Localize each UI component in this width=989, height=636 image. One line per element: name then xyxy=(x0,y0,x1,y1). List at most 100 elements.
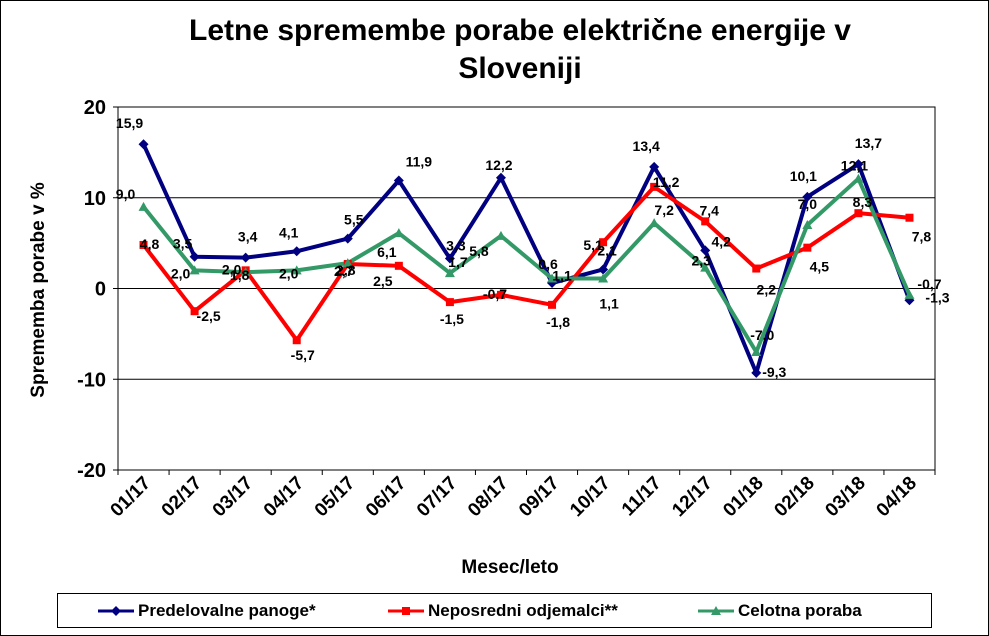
y-tick-label: 0 xyxy=(95,279,106,301)
data-label: 1,1 xyxy=(552,268,572,284)
legend-item-celotna: Celotna poraba xyxy=(698,594,862,627)
data-label: 1,8 xyxy=(230,267,250,283)
legend-item-neposredni: Neposredni odjemalci** xyxy=(388,594,618,627)
data-labels: 15,9 3,5 3,4 4,1 5,5 11,9 3,3 12,2 0,6 2,1 13,4 4,2… xyxy=(116,115,950,380)
x-tick-label: 06/17 xyxy=(362,473,410,521)
legend-marker-square-icon xyxy=(388,606,424,615)
data-label: -7,0 xyxy=(750,327,774,343)
x-tick-label: 02/18 xyxy=(770,473,818,521)
marker-diamond xyxy=(598,264,609,275)
data-label: -0,7 xyxy=(917,276,941,292)
data-label: -1,8 xyxy=(546,314,570,330)
data-label: 15,9 xyxy=(116,115,143,131)
marker-diamond xyxy=(444,253,455,264)
data-label: 2,3 xyxy=(691,253,711,269)
marker-triangle xyxy=(495,230,506,240)
data-label: -1,5 xyxy=(440,311,464,327)
legend: Predelovalne panoge* Neposredni odjemalc… xyxy=(57,593,932,628)
marker-square xyxy=(905,213,914,222)
data-label: 11,9 xyxy=(406,154,433,170)
data-label: -0,7 xyxy=(483,286,507,302)
data-label: 5,1 xyxy=(583,237,603,253)
series-line-2 xyxy=(141,184,910,343)
x-tick-label: 07/17 xyxy=(413,473,461,521)
marker-triangle xyxy=(649,218,660,228)
marker-square xyxy=(854,209,863,218)
legend-marker-diamond-icon xyxy=(98,605,134,616)
data-label: 5,5 xyxy=(344,212,364,228)
data-label: 12,1 xyxy=(841,158,868,174)
y-tick-label: 10 xyxy=(84,188,106,210)
legend-label-celotna: Celotna poraba xyxy=(738,600,862,620)
marker-square xyxy=(445,298,454,307)
x-tick-label: 11/17 xyxy=(618,473,666,521)
data-label: 7,0 xyxy=(798,196,818,212)
x-tick-label: 02/17 xyxy=(158,473,206,521)
data-label: 11,2 xyxy=(653,174,680,190)
marker-triangle xyxy=(393,228,404,238)
marker-diamond xyxy=(751,367,762,378)
x-tick-label: 04/17 xyxy=(260,473,308,521)
data-label: 4,1 xyxy=(279,224,299,240)
x-tick-label: 09/17 xyxy=(515,473,563,521)
data-label: 1,7 xyxy=(448,254,468,270)
marker-square xyxy=(599,238,608,247)
y-tick-label: 20 xyxy=(84,97,106,119)
y-tick-label: -20 xyxy=(77,460,106,482)
series-lines xyxy=(141,143,912,375)
marker-diamond xyxy=(342,233,353,244)
x-tick-label: 04/18 xyxy=(873,473,921,521)
series-line-3 xyxy=(141,176,912,355)
marker-square xyxy=(394,261,403,270)
data-label: 0,6 xyxy=(538,256,558,272)
marker-triangle xyxy=(138,201,149,211)
chart-title-line2: Sloveniji xyxy=(458,52,582,85)
data-label: 2,0 xyxy=(222,261,242,277)
marker-diamond xyxy=(393,175,404,186)
x-tick-label: 05/17 xyxy=(311,473,359,521)
x-axis-label: Mesec/leto xyxy=(461,557,558,578)
marker-square xyxy=(650,182,659,191)
marker-triangle xyxy=(802,219,813,229)
data-label: 3,3 xyxy=(446,238,466,254)
marker-square xyxy=(701,217,710,226)
x-tick-label: 01/18 xyxy=(719,473,767,521)
x-tick-label: 10/17 xyxy=(566,473,614,521)
data-label: 2,0 xyxy=(279,265,299,281)
chart-title-line1: Letne spremembe porabe električne energi… xyxy=(189,14,851,47)
marker-triangle xyxy=(189,265,200,275)
marker-diamond xyxy=(853,159,864,170)
marker-square xyxy=(292,336,301,345)
marker-square xyxy=(548,300,557,309)
legend-label-predelovalne: Predelovalne panoge* xyxy=(138,600,316,620)
data-label: 2,7 xyxy=(334,263,354,279)
marker-triangle xyxy=(240,267,251,277)
marker-diamond xyxy=(189,251,200,262)
data-label: 2,5 xyxy=(373,273,393,289)
data-label: -2,5 xyxy=(197,308,221,324)
data-label: 4,8 xyxy=(140,236,160,252)
data-label: 4,2 xyxy=(711,233,731,249)
data-label: 5,8 xyxy=(469,243,489,259)
marker-triangle xyxy=(342,258,353,268)
marker-triangle xyxy=(853,173,864,183)
marker-diamond xyxy=(240,252,251,263)
data-label: 2,0 xyxy=(171,265,191,281)
marker-square xyxy=(803,243,812,252)
data-label: 6,1 xyxy=(377,244,397,260)
data-label: 7,4 xyxy=(699,202,719,218)
series-markers xyxy=(138,139,915,378)
marker-diamond xyxy=(700,245,711,256)
marker-triangle xyxy=(291,265,302,275)
data-label: 2,8 xyxy=(336,262,356,278)
data-label: 9,0 xyxy=(116,186,136,202)
marker-diamond xyxy=(138,139,149,150)
data-label: 2,2 xyxy=(757,282,777,298)
marker-diamond xyxy=(649,161,660,172)
data-label: 2,1 xyxy=(597,242,617,258)
marker-diamond xyxy=(802,191,813,202)
x-tick-label: 01/17 xyxy=(107,473,155,521)
x-tick-label: 08/17 xyxy=(464,473,512,521)
data-label: 10,1 xyxy=(790,168,817,184)
marker-square xyxy=(752,264,761,273)
